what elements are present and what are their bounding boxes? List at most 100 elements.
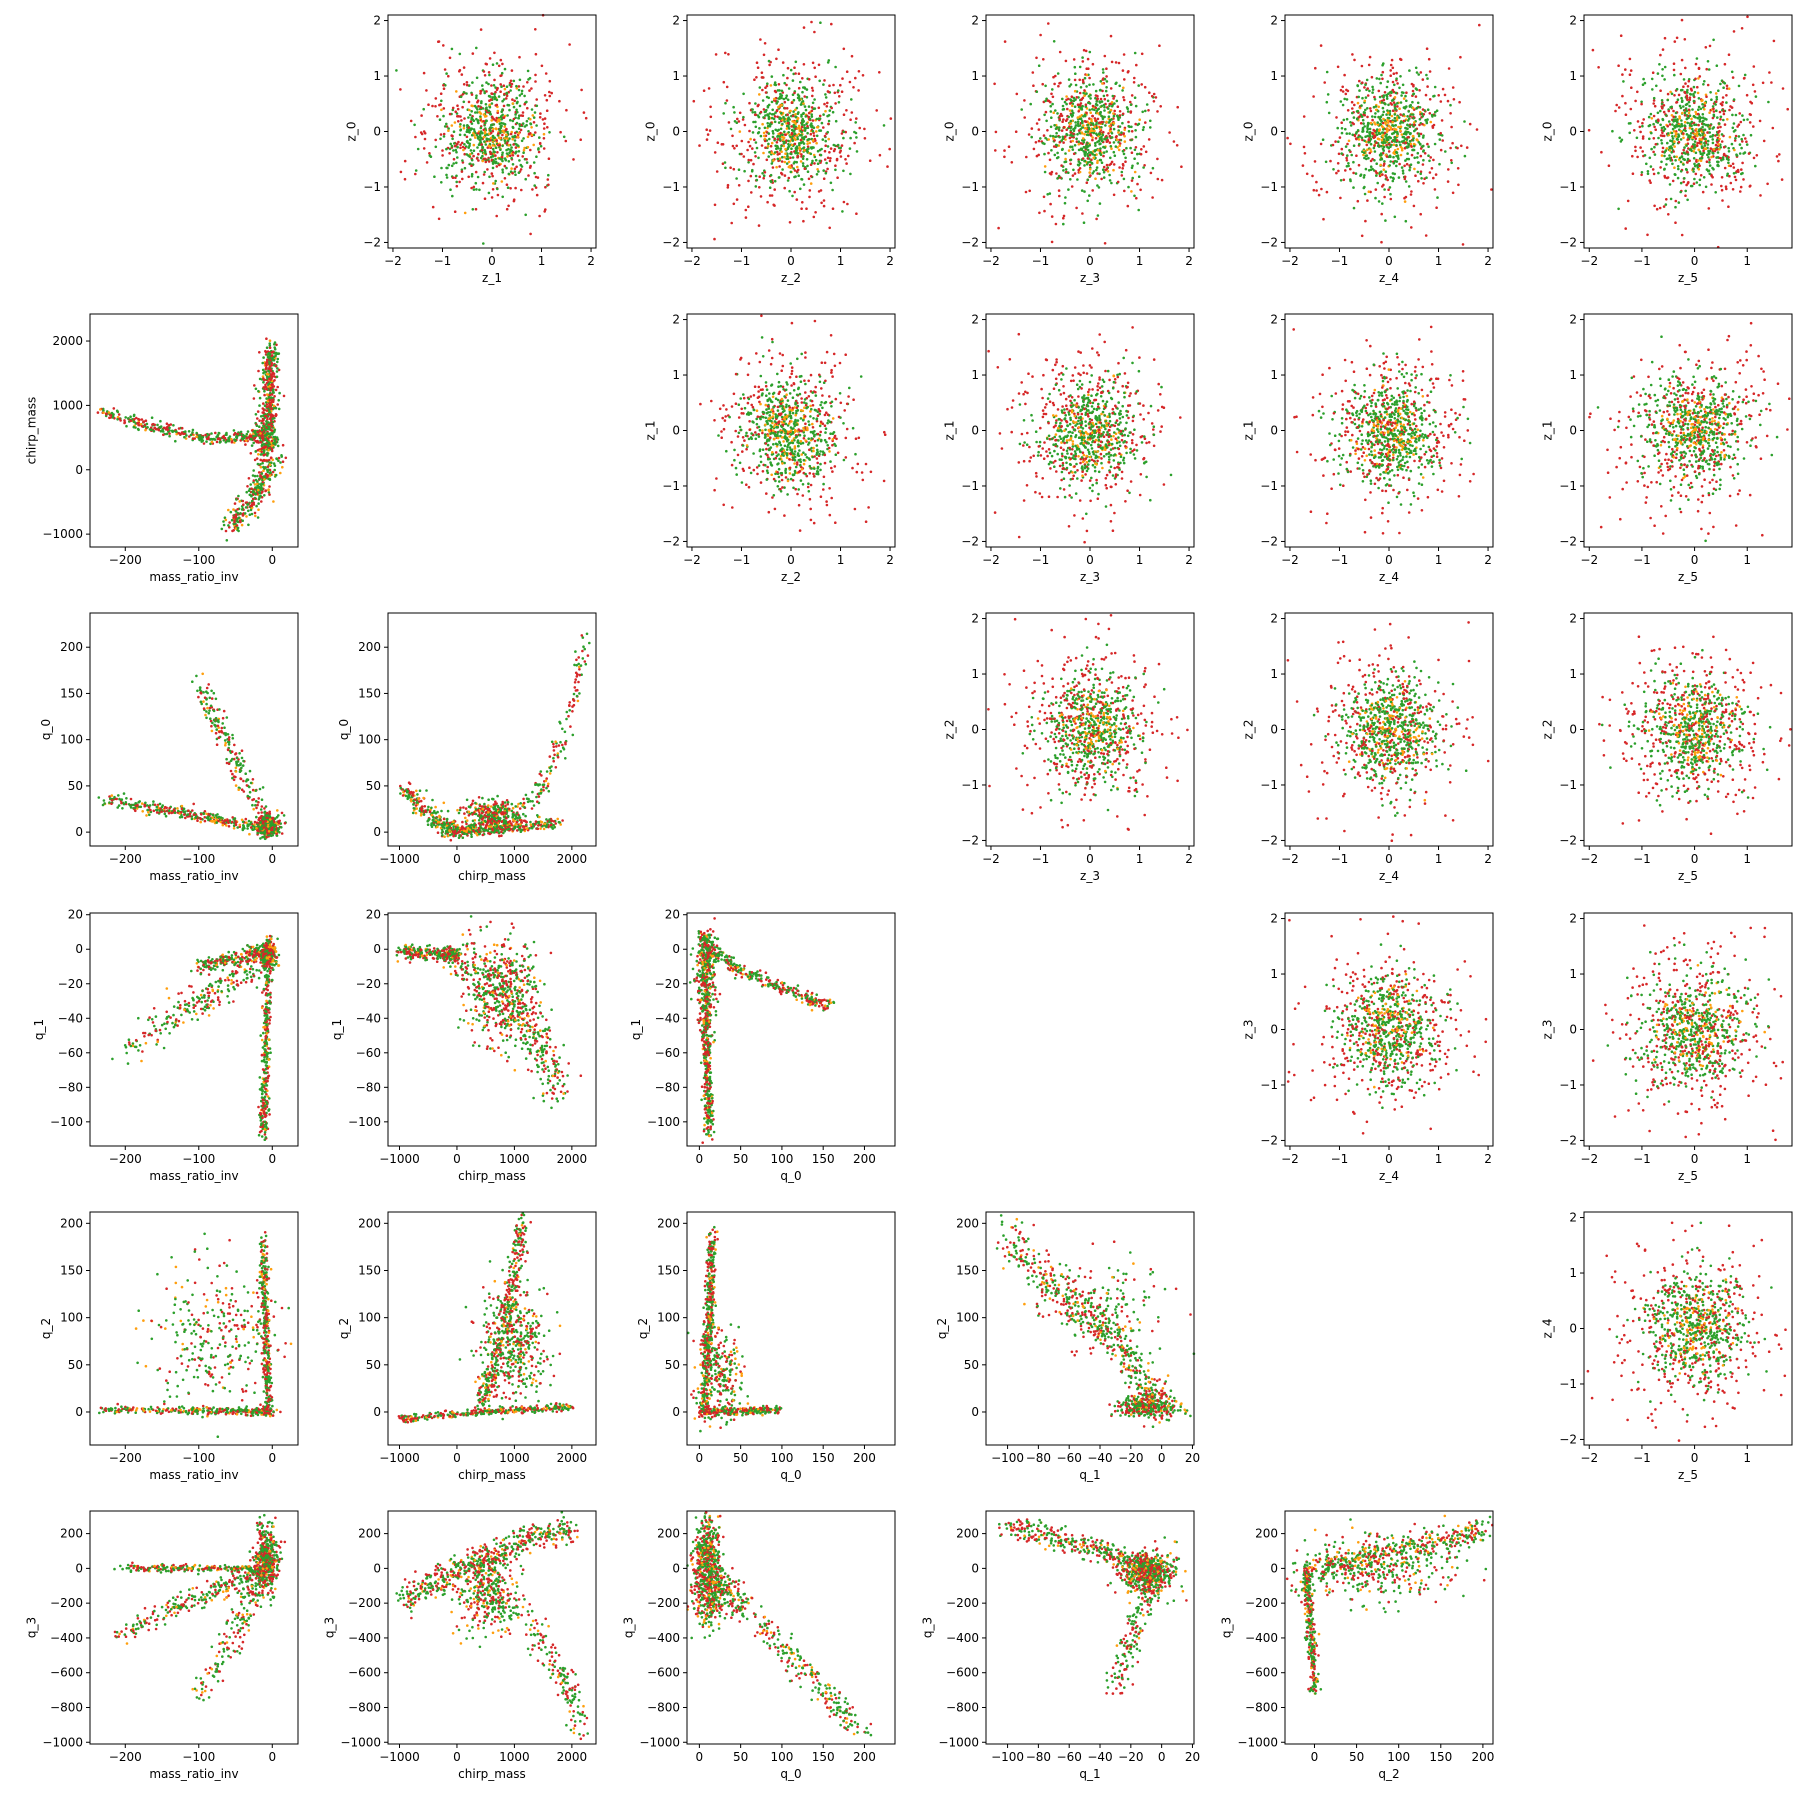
data-point [742,155,746,158]
data-point [1413,156,1416,160]
data-point [1699,174,1703,177]
data-point [794,72,797,75]
data-point [548,79,552,83]
data-point [1072,58,1076,61]
data-point [780,171,783,175]
data-point [422,147,426,150]
data-point [461,105,464,109]
data-point [522,151,525,154]
data-point [484,103,488,106]
data-point [771,129,775,133]
data-point [769,122,772,125]
data-point [770,464,774,467]
data-point [1369,121,1373,125]
data-point [1346,154,1349,157]
y-tick-label: −2 [1260,235,1278,249]
data-point [839,155,843,158]
data-point [1073,172,1077,175]
y-tick-label: 2 [971,14,979,28]
data-point [1086,57,1090,61]
data-point [1372,146,1376,150]
data-point [782,440,785,443]
y-tick-label: 0 [373,125,381,139]
data-point [736,435,740,438]
data-point [846,202,849,206]
data-point [491,166,495,170]
data-point [841,77,844,80]
y-tick-label: 1 [1569,69,1577,83]
data-point [1334,140,1337,143]
data-point [1364,167,1368,171]
data-point [752,162,755,166]
data-point [716,141,720,144]
data-point [786,179,790,182]
data-point [797,111,800,114]
data-point [503,125,507,128]
data-point [1725,101,1728,104]
data-point [1121,89,1124,92]
data-point [851,426,855,430]
data-point [1680,123,1683,127]
data-point [1394,124,1397,127]
data-point [485,81,488,84]
data-point [1680,58,1684,62]
data-point [796,492,799,496]
data-point [507,204,510,208]
data-point [772,437,776,441]
data-point [507,90,511,94]
data-point [1114,135,1118,139]
data-point [1734,178,1738,182]
data-point [818,79,821,83]
data-point [749,174,753,178]
y-tick-label: −1 [1559,180,1577,194]
data-point [1378,95,1382,99]
data-point [1052,40,1056,43]
data-point [763,139,767,143]
data-point [784,96,788,100]
data-point [810,106,814,109]
data-point [1731,113,1734,117]
data-point [1628,73,1632,76]
data-point [1076,133,1079,136]
data-point [1675,137,1679,141]
data-point [1468,122,1472,126]
data-point [1383,91,1387,94]
data-point [1398,140,1401,144]
data-point [1692,135,1696,139]
data-point [1379,152,1383,155]
data-point [758,175,761,178]
data-point [414,169,418,172]
data-point [1122,86,1125,90]
data-point [1403,164,1406,168]
data-point [791,411,795,415]
data-point [1675,36,1679,40]
data-point [792,129,796,132]
data-point [840,144,844,147]
data-point [529,148,532,152]
data-point [1062,216,1065,220]
data-point [1415,106,1419,110]
data-point [808,423,811,427]
data-point [769,362,773,366]
data-point [1662,125,1666,129]
data-point [1695,144,1699,147]
data-point [1398,86,1401,90]
data-point [1402,135,1406,139]
data-point [460,168,464,171]
data-point [1626,199,1630,203]
data-point [1050,92,1053,96]
data-point [1712,148,1716,151]
data-point [822,177,826,180]
data-point [458,133,462,137]
data-point [431,104,434,108]
data-point [438,118,442,121]
data-point [1103,137,1106,141]
data-point [1439,131,1442,135]
data-point [822,204,826,208]
data-point [1358,89,1361,92]
data-point [1684,82,1687,85]
data-point [1650,147,1653,151]
data-point [1402,113,1405,116]
data-point [1112,112,1115,115]
data-point [1363,192,1367,196]
